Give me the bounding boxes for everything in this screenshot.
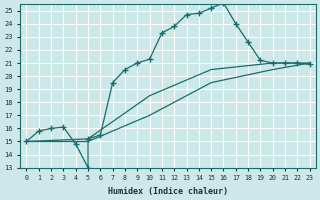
X-axis label: Humidex (Indice chaleur): Humidex (Indice chaleur)	[108, 187, 228, 196]
